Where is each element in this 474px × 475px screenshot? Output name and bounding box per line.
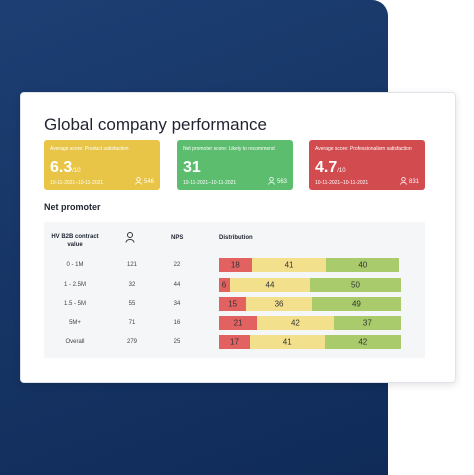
segment-label: 36 [274, 299, 284, 309]
respondents-icon [125, 232, 135, 243]
nps-value: 22 [173, 262, 181, 268]
distribution-segment [326, 258, 400, 272]
respondents: 55 [128, 301, 136, 307]
respondent-count: 831 [408, 179, 419, 185]
distribution-segment [257, 316, 334, 330]
segment-label: 40 [358, 260, 368, 270]
distribution-segment [219, 258, 252, 272]
user-icon [268, 177, 275, 185]
row-label: 5M+ [69, 320, 81, 326]
score-value: 31 [183, 159, 201, 176]
tile-date: 10-11-2021–10-11-2021 [183, 180, 237, 186]
segment-label: 15 [228, 299, 238, 309]
distribution-segment [229, 278, 310, 292]
score-tile: Average score: Product satisfaction 6.3/1… [44, 140, 160, 190]
user-icon [400, 177, 407, 185]
segment-label: 17 [230, 337, 239, 347]
tile-label: Net promoter score: Likely to recommend [183, 146, 275, 152]
score-scale: /10 [72, 168, 81, 174]
respondents: 71 [128, 320, 136, 326]
distribution-segment [249, 335, 325, 349]
respondents: 32 [128, 282, 136, 288]
respondent-count: 546 [143, 179, 154, 185]
section-title: Net promoter [44, 202, 101, 212]
tile-label: Average score: Professionalism satisfact… [315, 146, 412, 152]
score-tile: Net promoter score: Likely to recommend 3… [177, 140, 293, 190]
respondent-count: 563 [276, 179, 287, 185]
segment-label: 42 [290, 318, 300, 328]
tile-date: 10-11-2021–10-11-2021 [315, 180, 369, 186]
segment-label: 21 [233, 318, 243, 328]
nps-value: 34 [173, 301, 181, 307]
column-header: HV B2B contract value [51, 234, 99, 248]
segment-label: 18 [230, 260, 240, 270]
segment-label: 42 [358, 337, 368, 347]
score-value: 6.3 [50, 159, 73, 176]
row-label: 1 - 2.5M [63, 282, 87, 288]
segment-label: 49 [351, 299, 361, 309]
nps-value: 25 [173, 339, 181, 345]
score-tile: Average score: Professionalism satisfact… [309, 140, 425, 190]
segment-label: 37 [362, 318, 372, 328]
tile-score: 31 [183, 159, 201, 177]
tile-score: 4.7/10 [315, 159, 346, 177]
segment-label: 44 [265, 280, 275, 290]
distribution-segment [324, 335, 401, 349]
tile-label: Average score: Product satisfaction [50, 146, 129, 152]
respondents: 279 [126, 339, 138, 345]
distribution-segment [219, 297, 247, 311]
distribution-segment [310, 278, 401, 292]
segment-label: 41 [282, 337, 292, 347]
segment-label: 6 [221, 280, 227, 290]
row-label: Overall [65, 339, 85, 345]
score-scale: /10 [337, 168, 346, 174]
distribution-segment [219, 278, 230, 292]
distribution-segment [251, 258, 327, 272]
segment-label: 50 [351, 280, 360, 290]
nps-value: 16 [173, 320, 181, 326]
score-value: 4.7 [315, 159, 338, 176]
distribution-segment [311, 297, 401, 311]
dashboard-title: Global company performance [44, 115, 268, 134]
distribution-segment [219, 335, 250, 349]
distribution-segment [246, 297, 312, 311]
column-header: NPS [171, 235, 184, 241]
tile-score: 6.3/10 [50, 159, 81, 177]
tile-date: 10-11-2021–10-11-2021 [50, 180, 104, 186]
user-icon [135, 177, 142, 185]
distribution-segment [219, 316, 258, 330]
respondents: 121 [126, 262, 138, 268]
row-label: 1.5 - 5M [63, 301, 87, 307]
nps-value: 44 [173, 282, 181, 288]
column-header: Distribution [219, 235, 253, 241]
segment-label: 41 [284, 260, 294, 270]
distribution-segment [333, 316, 401, 330]
row-label: 0 - 1M [66, 262, 84, 268]
